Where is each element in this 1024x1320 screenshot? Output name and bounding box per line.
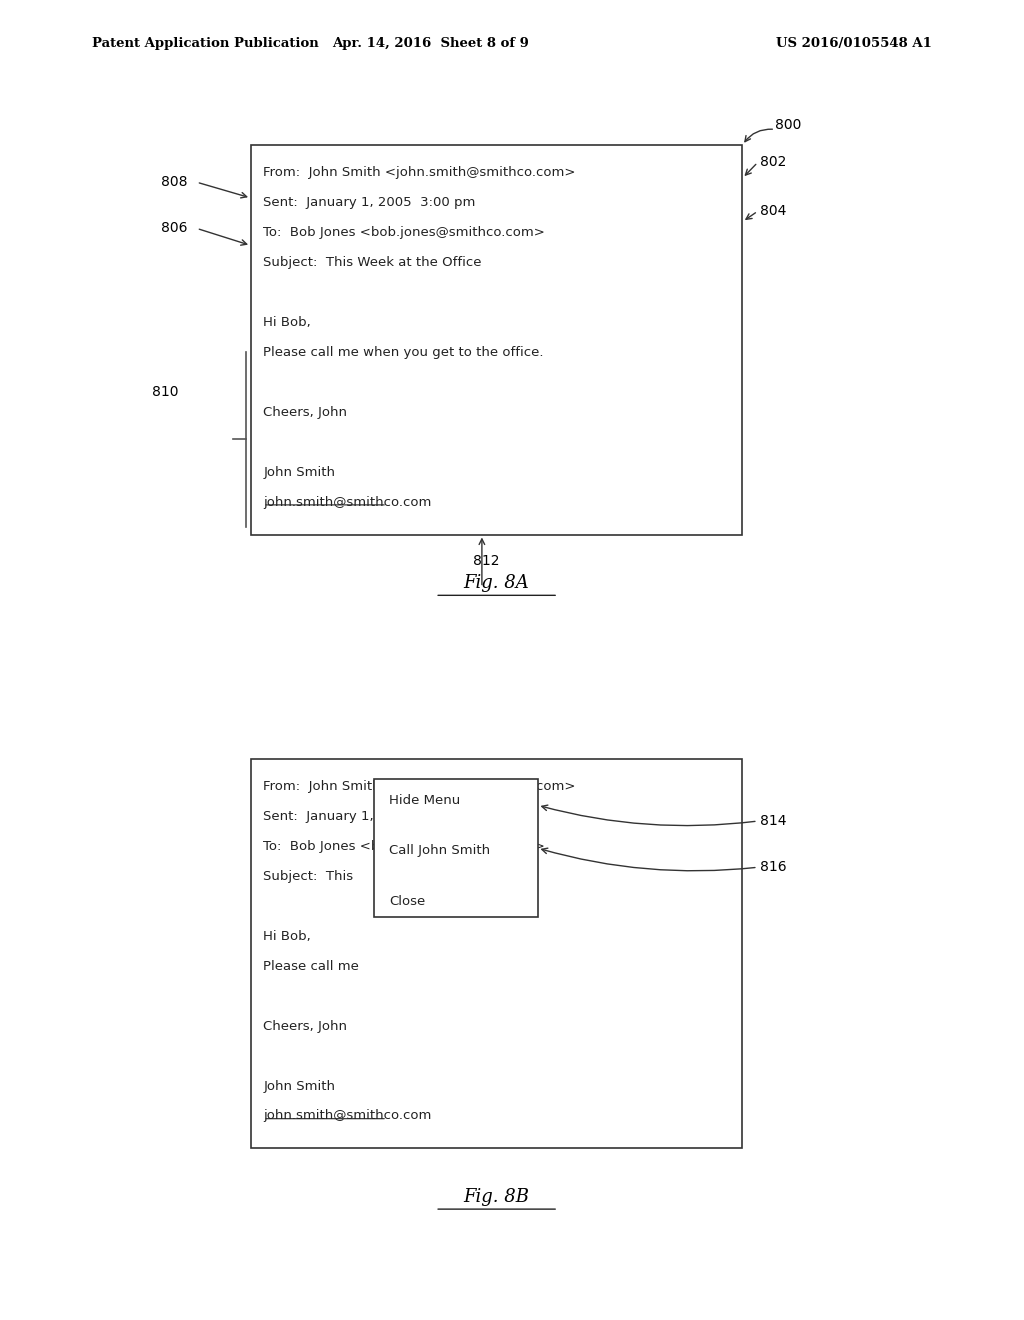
Text: From:  John Smith <john.smith@smithco.com>: From: John Smith <john.smith@smithco.com…	[263, 166, 575, 180]
FancyBboxPatch shape	[251, 759, 742, 1148]
Text: 810: 810	[152, 385, 178, 399]
Text: 808: 808	[161, 176, 187, 189]
Text: 812: 812	[473, 554, 500, 569]
Text: Subject:  This Week at the Office: Subject: This Week at the Office	[263, 256, 481, 269]
Text: Please call me: Please call me	[263, 960, 359, 973]
Text: 806: 806	[161, 222, 187, 235]
Text: Fig. 8B: Fig. 8B	[464, 1188, 529, 1206]
Text: John Smith: John Smith	[263, 1080, 335, 1093]
Text: Cheers, John: Cheers, John	[263, 1019, 347, 1032]
Text: Hide Menu: Hide Menu	[389, 793, 461, 807]
Text: john.smith@smithco.com: john.smith@smithco.com	[263, 1109, 431, 1122]
Text: Apr. 14, 2016  Sheet 8 of 9: Apr. 14, 2016 Sheet 8 of 9	[332, 37, 528, 50]
FancyBboxPatch shape	[251, 145, 742, 535]
Text: Fig. 8A: Fig. 8A	[464, 574, 529, 593]
Text: Cheers, John: Cheers, John	[263, 405, 347, 418]
Text: 816: 816	[760, 861, 786, 874]
Text: Close: Close	[389, 895, 425, 908]
Text: Please call me when you get to the office.: Please call me when you get to the offic…	[263, 346, 544, 359]
Text: Hi Bob,: Hi Bob,	[263, 929, 311, 942]
Text: 814: 814	[760, 814, 786, 828]
Text: John Smith: John Smith	[263, 466, 335, 479]
Text: From:  John Smith <john.smith@smithco.com>: From: John Smith <john.smith@smithco.com…	[263, 780, 575, 793]
Text: 804: 804	[760, 205, 786, 218]
Text: Subject:  This: Subject: This	[263, 870, 357, 883]
FancyBboxPatch shape	[374, 779, 538, 917]
Text: Call John Smith: Call John Smith	[389, 845, 490, 857]
Text: Patent Application Publication: Patent Application Publication	[92, 37, 318, 50]
Text: Sent:  January 1, 2005  3:00 pm: Sent: January 1, 2005 3:00 pm	[263, 197, 475, 209]
Text: US 2016/0105548 A1: US 2016/0105548 A1	[776, 37, 932, 50]
Text: Sent:  January 1, 2005  3:00 pm: Sent: January 1, 2005 3:00 pm	[263, 810, 475, 822]
Text: 800: 800	[775, 119, 802, 132]
Text: Hi Bob,: Hi Bob,	[263, 315, 311, 329]
Text: To:  Bob Jones <bob.jones@smithco.com>: To: Bob Jones <bob.jones@smithco.com>	[263, 840, 545, 853]
Text: 802: 802	[760, 156, 786, 169]
Text: To:  Bob Jones <bob.jones@smithco.com>: To: Bob Jones <bob.jones@smithco.com>	[263, 226, 545, 239]
Text: john.smith@smithco.com: john.smith@smithco.com	[263, 496, 431, 508]
